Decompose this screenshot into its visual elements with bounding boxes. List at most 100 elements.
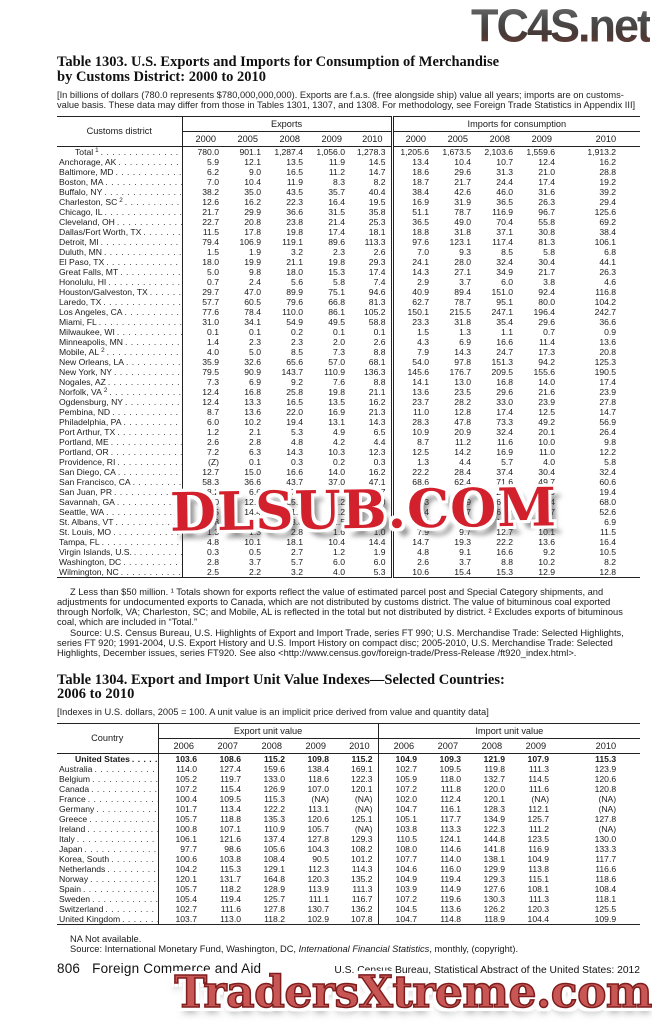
value-cell: 16.4 — [599, 536, 617, 547]
value-cell: 108.6 — [219, 753, 241, 764]
value-cell: 16.5 — [286, 396, 303, 407]
dot-leader — [109, 387, 181, 397]
row-label: Minneapolis, MN — [57, 336, 183, 347]
value-cell: 126.9 — [263, 783, 285, 794]
table-row: Greece 105.7 118.8 135.3 120.6 125.1 105.1 117.… — [57, 813, 640, 824]
value-cell: 47.0 — [244, 286, 261, 297]
value-cell: 97.7 — [180, 843, 197, 854]
dot-leader — [84, 844, 157, 854]
table-row: Chicago, IL 21.7 29.9 36.6 31.5 35.8 51.1 78.7 1… — [57, 206, 640, 217]
dot-leader — [125, 307, 181, 317]
value-cell: 112.4 — [440, 793, 462, 804]
row-label: Total 1 — [57, 146, 183, 157]
value-cell: 4.3 — [417, 336, 430, 347]
value-cell: 130.3 — [483, 893, 506, 904]
value-cell: 26.3 — [599, 266, 617, 277]
value-cell: 4.6 — [604, 276, 617, 287]
table1303-title: Table 1303. U.S. Exports and Imports for… — [57, 55, 640, 85]
table-row: San Juan, PR 8.2 6.6 17.6 10.3 9.7 11.3 12.5 21.… — [57, 486, 640, 497]
value-cell: 25.9 — [286, 496, 303, 507]
value-cell: 6.9 — [249, 376, 261, 387]
value-cell: 109.5 — [219, 793, 241, 804]
value-cell: 13.6 — [244, 406, 261, 417]
column-group-exports: Exports — [182, 116, 394, 132]
row-label: Nogales, AZ — [57, 376, 183, 387]
row-label: Germany — [57, 803, 159, 814]
year-header: 2008 — [266, 131, 308, 147]
row-label: Mobile, AL 2 — [57, 346, 183, 357]
dot-leader — [106, 507, 181, 517]
value-cell: 123.5 — [527, 833, 550, 844]
dot-leader — [118, 157, 181, 167]
value-cell: 12.1 — [244, 156, 261, 167]
value-cell: 28.8 — [599, 166, 617, 177]
value-cell: (NA) — [311, 793, 329, 804]
dot-leader — [114, 487, 181, 497]
value-cell: 104.2 — [175, 863, 197, 874]
value-cell: 128.3 — [483, 803, 506, 814]
year-header: 2007 — [202, 738, 246, 754]
value-cell: 131.7 — [219, 873, 241, 884]
value-cell: 9.2 — [543, 546, 556, 557]
value-cell: 12.4 — [538, 156, 556, 167]
value-cell: 107.7 — [395, 853, 418, 864]
dot-leader — [132, 754, 157, 764]
dot-leader — [117, 497, 181, 507]
value-cell: 114.9 — [440, 883, 462, 894]
value-cell: 4.4 — [350, 436, 394, 447]
value-cell: 12.7 — [496, 526, 514, 537]
year-header: 2010 — [334, 738, 379, 754]
row-label: Houston/Galveston, TX — [57, 286, 183, 297]
value-cell: 23.9 — [599, 386, 617, 397]
value-cell: 101.2 — [334, 853, 379, 864]
value-cell: 0.1 — [350, 326, 394, 337]
value-cell: 0.9 — [604, 326, 617, 337]
table-row: Port Arthur, TX 1.2 2.1 5.3 4.9 6.5 10.9 20.9 32… — [57, 426, 640, 437]
dot-leader — [111, 447, 181, 457]
row-label: Virgin Islands, U.S. — [57, 546, 183, 557]
value-cell: 151.3 — [491, 356, 514, 367]
page-content: Table 1303. U.S. Exports and Imports for… — [57, 0, 641, 976]
value-cell: 1,559.6 — [526, 146, 556, 157]
value-cell: 120.8 — [594, 783, 617, 794]
year-header: 2010 — [350, 131, 394, 147]
value-cell: 2.6 — [417, 556, 430, 567]
row-label: Belgium — [57, 773, 159, 784]
value-cell: 127.8 — [594, 813, 617, 824]
value-cell: 5.9 — [207, 156, 219, 167]
value-cell: 2.0 — [333, 336, 345, 347]
value-cell: 18.1 — [350, 226, 394, 237]
value-cell: 6.8 — [604, 246, 617, 257]
value-cell: 105.4 — [175, 893, 197, 904]
value-cell: 26.4 — [599, 426, 617, 437]
value-cell: 16.2 — [244, 196, 261, 207]
row-label: Cleveland, OH — [57, 216, 183, 227]
value-cell: 33.4 — [412, 506, 430, 517]
value-cell: 36.6 — [286, 206, 303, 217]
value-cell: 135.3 — [263, 813, 285, 824]
value-cell: 77.6 — [202, 306, 219, 317]
table-row: Providence, RI (Z) 0.1 0.3 0.2 0.3 1.3 4.4 5.7 4.… — [57, 456, 640, 467]
value-cell: 104.2 — [594, 296, 617, 307]
value-cell: 0.5 — [249, 546, 261, 557]
value-cell: 21.4 — [328, 216, 345, 227]
value-cell: 12.3 — [350, 446, 394, 457]
value-cell: 110.9 — [264, 823, 285, 834]
value-cell: 9.8 — [249, 266, 261, 277]
value-cell: 8.7 — [417, 436, 430, 447]
table1303-title-line1: Table 1303. U.S. Exports and Imports for… — [57, 54, 500, 70]
value-cell: 54.9 — [286, 316, 303, 327]
value-cell: 105.7 — [175, 883, 197, 894]
value-cell: 2.1 — [249, 426, 261, 437]
value-cell: 120.1 — [175, 873, 197, 884]
row-label: Korea, South — [57, 853, 159, 864]
value-cell: 104.9 — [527, 853, 550, 864]
row-label: New Orleans, LA — [57, 356, 183, 367]
value-cell: 2.6 — [207, 436, 219, 447]
value-cell: 56.9 — [599, 416, 617, 427]
value-cell: 115.4 — [220, 783, 241, 794]
value-cell: 16.8 — [496, 376, 514, 387]
value-cell: 17.3 — [538, 346, 556, 357]
value-cell: 14.0 — [538, 376, 556, 387]
